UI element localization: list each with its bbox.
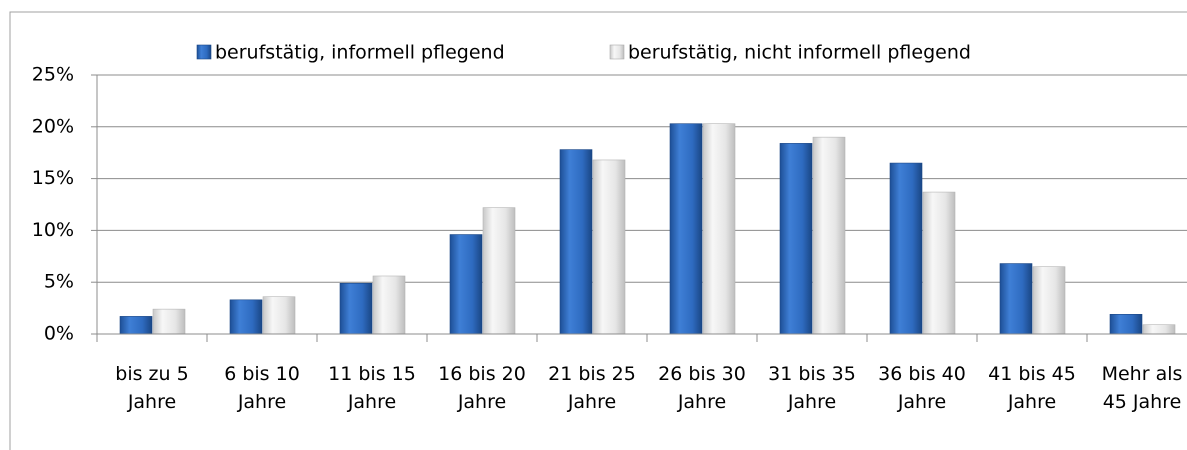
bar	[559, 149, 593, 335]
bar	[1142, 324, 1176, 335]
x-tick-label: 26 bis 30 Jahre	[658, 363, 746, 413]
bar	[339, 282, 373, 335]
bar	[779, 143, 813, 335]
legend-label: berufstätig, informell pflegend	[215, 42, 505, 64]
x-tick-label: 11 bis 15 Jahre	[328, 363, 416, 413]
x-tick-label: 21 bis 25 Jahre	[548, 363, 636, 413]
x-tick-label: 36 bis 40 Jahre	[878, 363, 966, 413]
bar	[1109, 314, 1143, 335]
bar	[372, 275, 406, 335]
bar	[889, 162, 923, 335]
bar	[449, 234, 483, 335]
bar	[812, 136, 846, 335]
bar	[669, 123, 703, 335]
y-tick-label: 20%	[32, 115, 74, 137]
bar	[152, 308, 186, 335]
x-tick-label: 31 bis 35 Jahre	[768, 363, 856, 413]
x-tick-label: 41 bis 45 Jahre	[988, 363, 1076, 413]
legend-swatch	[196, 44, 212, 60]
x-tick-label: bis zu 5 Jahre	[115, 363, 189, 413]
bar	[119, 316, 153, 335]
bar	[702, 123, 736, 335]
legend-swatch	[609, 44, 625, 60]
bar	[1032, 266, 1066, 335]
x-tick-label: 6 bis 10 Jahre	[224, 363, 300, 413]
x-tick-label: Mehr als 45 Jahre	[1101, 363, 1183, 413]
bar	[229, 299, 263, 335]
y-tick-label: 25%	[32, 64, 74, 86]
bar	[922, 191, 956, 335]
legend-label: berufstätig, nicht informell pflegend	[628, 42, 971, 64]
bar	[262, 296, 296, 335]
bar	[999, 263, 1033, 335]
chart-frame	[9, 11, 1187, 450]
bar	[592, 159, 626, 335]
y-tick-label: 0%	[44, 323, 74, 345]
y-tick-label: 15%	[32, 167, 74, 189]
y-tick-label: 5%	[44, 271, 74, 293]
x-tick-label: 16 bis 20 Jahre	[438, 363, 526, 413]
y-tick-label: 10%	[32, 219, 74, 241]
bar	[482, 207, 516, 335]
